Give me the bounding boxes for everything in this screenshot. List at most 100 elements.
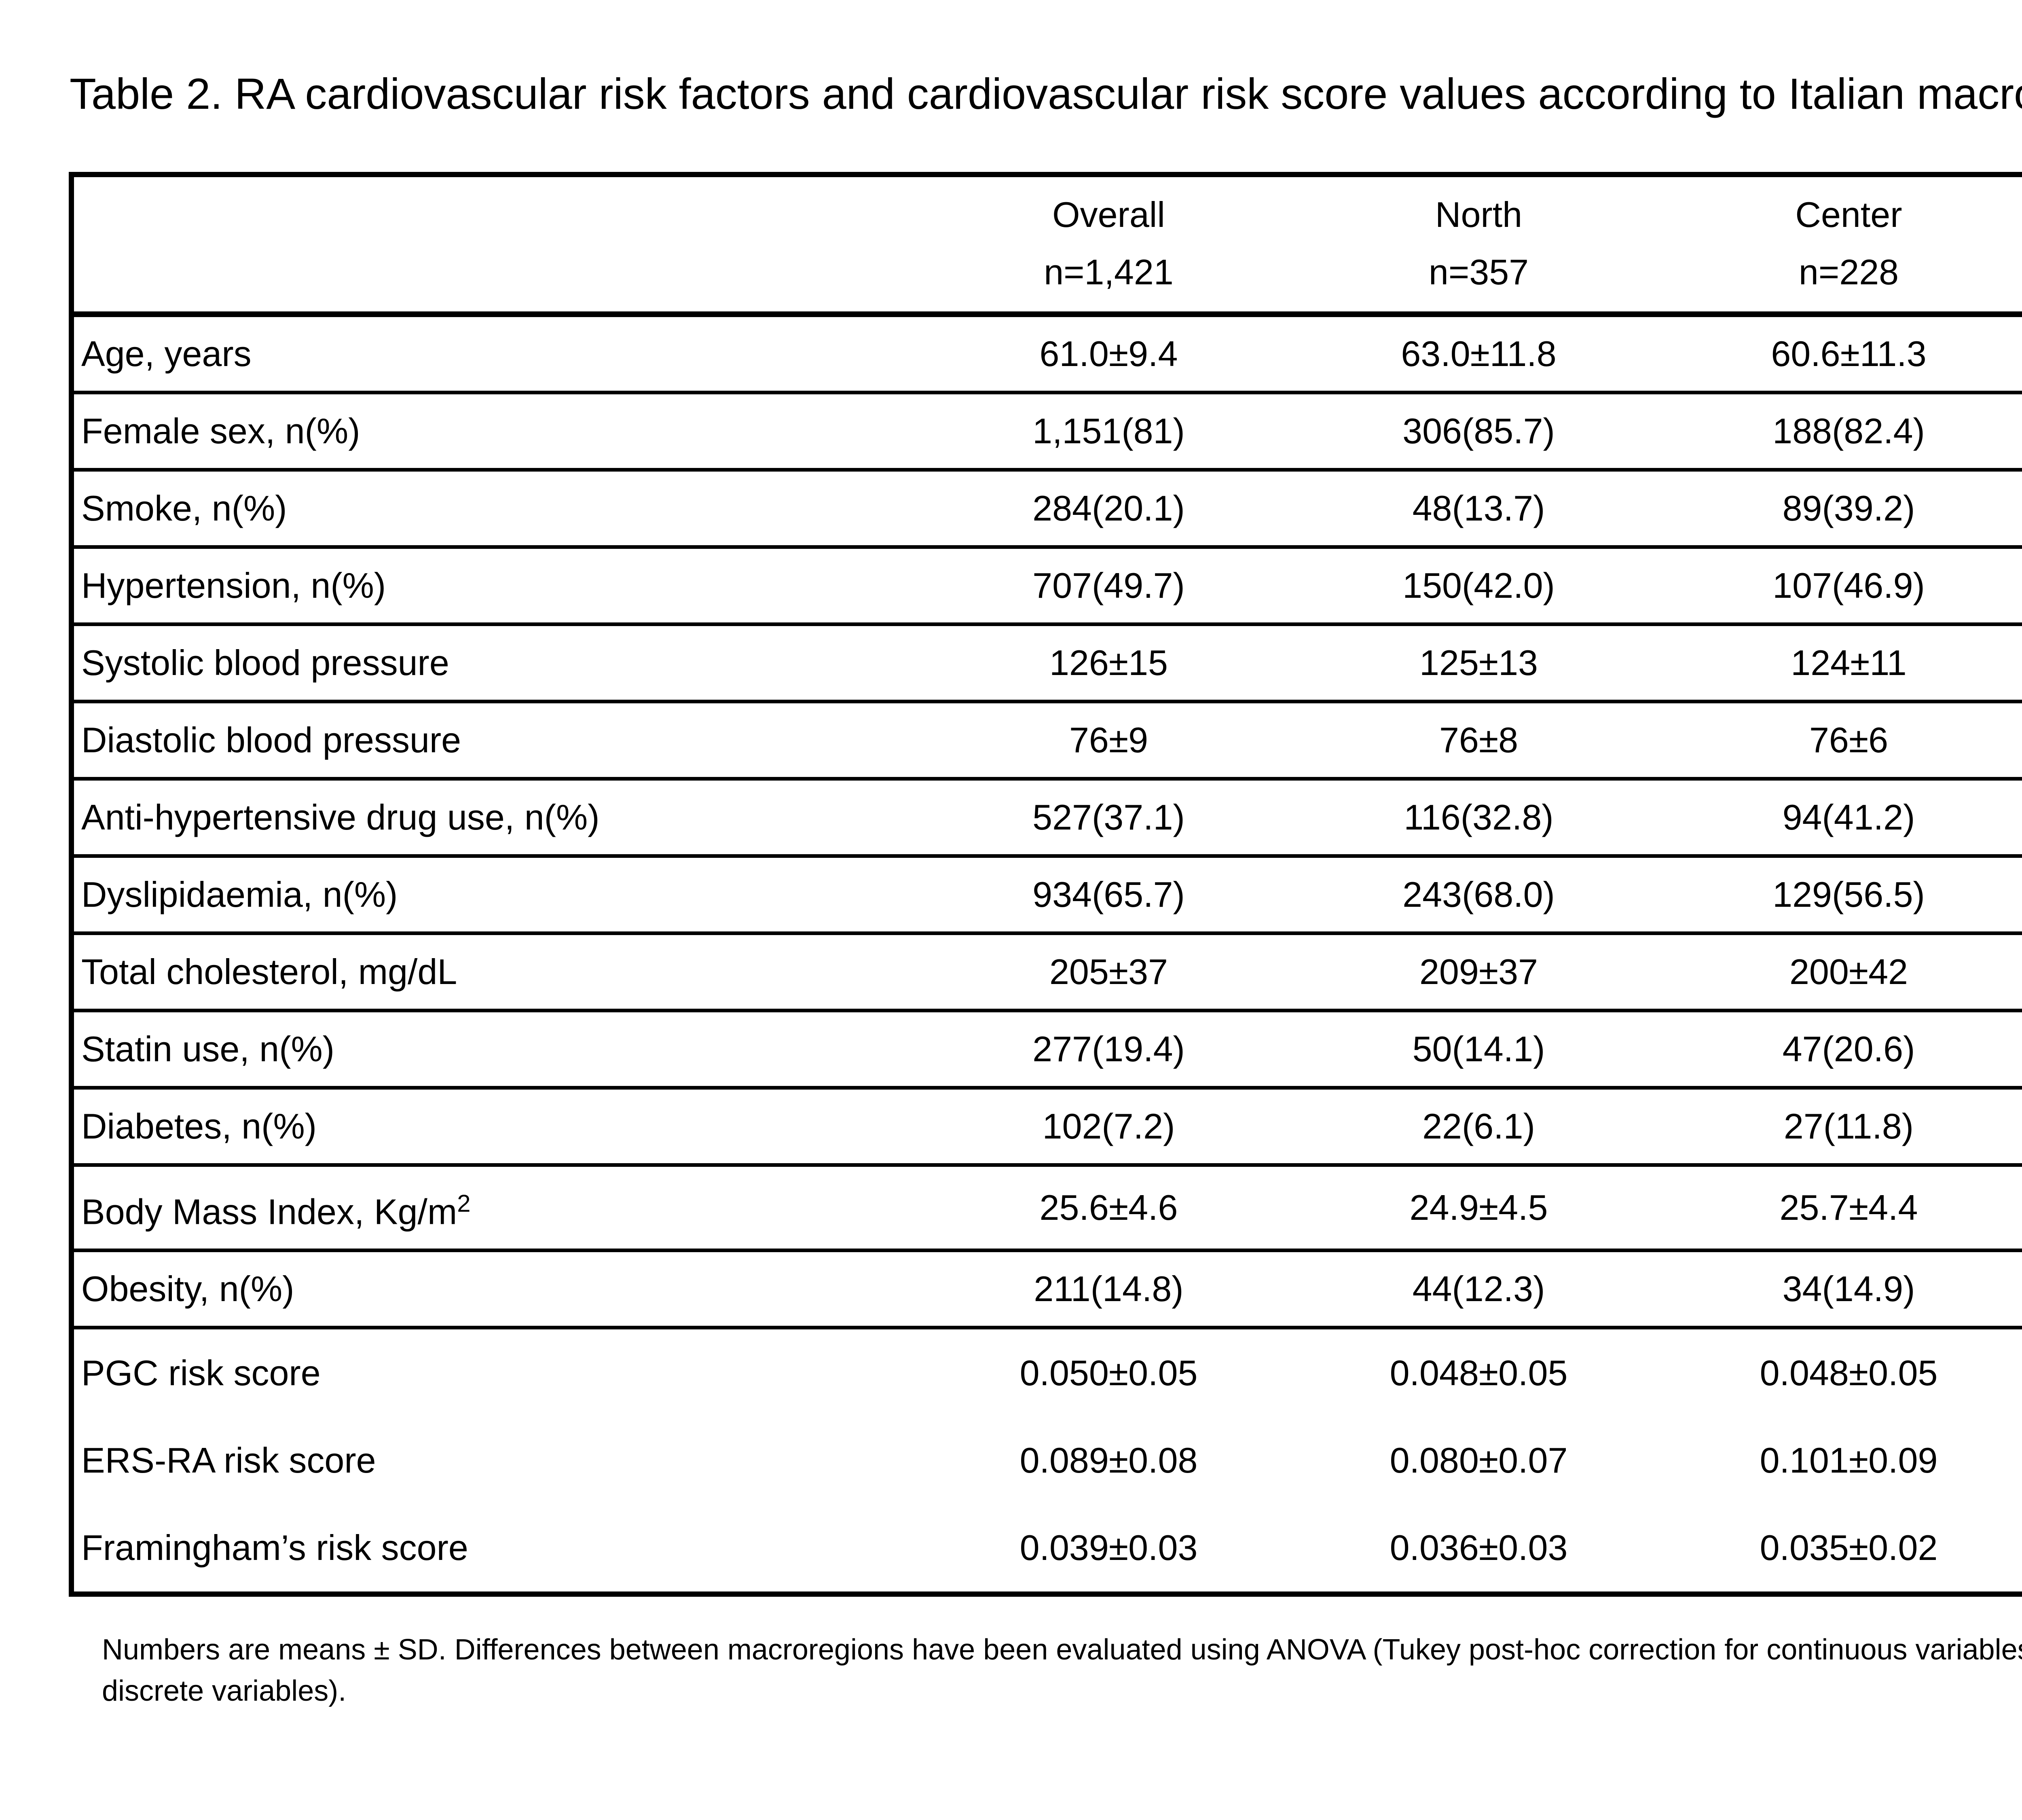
cell-north: 48(13.7) [1288,468,1669,547]
cell-center: 94(41.2) [1669,777,2022,856]
cell-north: 0.048±0.05 [1288,1326,1669,1417]
cell-overall: 0.050±0.05 [929,1326,1289,1417]
cell-label: Dyslipidaemia, n(%) [71,854,929,933]
cell-center: 0.101±0.09 [1760,1440,1938,1481]
table-row-dyslipidaemia: Dyslipidaemia, n(%) 934(65.7) 243(68.0) … [71,854,2022,933]
cell-label: PGC risk score [71,1326,929,1417]
cell-label: Total cholesterol, mg/dL [71,931,929,1011]
table-row-statin-use: Statin use, n(%) 277(19.4) 50(14.1) 47(2… [71,1009,2022,1088]
table-row-total-cholesterol: Total cholesterol, mg/dL 205±37 209±37 2… [71,931,2022,1011]
table-row-diabetes: Diabetes, n(%) 102(7.2) 22(6.1) 27(11.8)… [71,1086,2022,1165]
bmi-label: Body Mass Index, Kg/m [81,1191,457,1232]
cell-north: 209±37 [1288,931,1669,1011]
header-overall-n: n=1,421 [1044,252,1174,292]
bmi-label-superscript: 2 [457,1190,471,1217]
cell-overall: 126±15 [929,622,1289,702]
cell-center: 25.7±4.4 [1669,1163,2022,1251]
cell-overall: 1,151(81) [929,391,1289,470]
cell-center: 124±11 [1669,622,2022,702]
cell-overall: 707(49.7) [929,545,1289,624]
cell-center: 200±42 [1669,931,2022,1011]
cell-north: 76±8 [1288,700,1669,779]
cell-north: 306(85.7) [1288,391,1669,470]
table-row-female-sex: Female sex, n(%) 1,151(81) 306(85.7) 188… [71,391,2022,470]
header-empty [71,174,929,317]
table-row-framingham-risk-score: Framingham’s risk score 0.039±0.03 0.036… [72,1504,2022,1594]
cell-overall: 25.6±4.6 [929,1163,1289,1251]
cell-overall: 102(7.2) [929,1086,1289,1165]
cell-overall: 76±9 [929,700,1289,779]
header-north: North n=357 [1288,174,1669,317]
cell-center: 0.035±0.02 [1760,1528,1938,1568]
cell-center: 188(82.4) [1669,391,2022,470]
cell-center: 76±6 [1669,700,2022,779]
table-header: Overall n=1,421 North n=357 Center n=228… [71,174,2022,317]
table-row-systolic-bp: Systolic blood pressure 126±15 125±13 12… [71,622,2022,702]
cell-center: 60.6±11.3 [1669,312,2022,393]
table-title: Table 2. RA cardiovascular risk factors … [70,69,2022,118]
header-row: Overall n=1,421 North n=357 Center n=228… [71,174,2022,317]
footnote-line-2: discrete variables). [102,1675,347,1707]
cell-north: 0.080±0.07 [1390,1440,1568,1481]
cell-overall: 527(37.1) [929,777,1289,856]
header-center: Center n=228 [1669,174,2022,317]
cell-overall: 0.039±0.03 [1019,1528,1198,1568]
data-table: Overall n=1,421 North n=357 Center n=228… [69,172,2022,1597]
table-row-antihypertensive: Anti-hypertensive drug use, n(%) 527(37.… [71,777,2022,856]
cell-label: Systolic blood pressure [71,622,929,702]
header-overall-label: Overall [1052,195,1165,235]
table-row-hypertension: Hypertension, n(%) 707(49.7) 150(42.0) 1… [71,545,2022,624]
cell-center: 129(56.5) [1669,854,2022,933]
table-footnote: Numbers are means ± SD. Differences betw… [102,1629,2022,1712]
cell-label: Framingham’s risk score [81,1528,468,1568]
cell-overall: 211(14.8) [929,1249,1289,1328]
footnote-line-1: Numbers are means ± SD. Differences betw… [102,1634,2022,1666]
table-row-obesity: Obesity, n(%) 211(14.8) 44(12.3) 34(14.9… [71,1249,2022,1328]
cell-north: 22(6.1) [1288,1086,1669,1165]
table-body: Age, years 61.0±9.4 63.0±11.8 60.6±11.3 … [71,312,2022,1594]
header-overall: Overall n=1,421 [929,174,1289,317]
cell-overall: 205±37 [929,931,1289,1011]
cell-north: 63.0±11.8 [1288,312,1669,393]
cell-label: Body Mass Index, Kg/m2 [71,1163,929,1251]
table-row-diastolic-bp: Diastolic blood pressure 76±9 76±8 76±6 … [71,700,2022,779]
cell-overall: 0.089±0.08 [1019,1440,1198,1481]
table-row-ersra-risk-score: ERS-RA risk score 0.089±0.08 0.080±0.07 … [72,1417,2022,1504]
header-center-label: Center [1795,195,1902,235]
cell-north: 0.036±0.03 [1390,1528,1568,1568]
cell-label: Obesity, n(%) [71,1249,929,1328]
cell-label: Diabetes, n(%) [71,1086,929,1165]
cell-north: 125±13 [1288,622,1669,702]
cell-center: 47(20.6) [1669,1009,2022,1088]
cell-center: 89(39.2) [1669,468,2022,547]
header-north-label: North [1435,195,1523,235]
cell-label: Age, years [71,312,929,393]
cell-label: Smoke, n(%) [71,468,929,547]
cell-label: Hypertension, n(%) [71,545,929,624]
table-row-age: Age, years 61.0±9.4 63.0±11.8 60.6±11.3 … [71,312,2022,393]
cell-label: Statin use, n(%) [71,1009,929,1088]
table-row-bmi: Body Mass Index, Kg/m2 25.6±4.6 24.9±4.5… [71,1163,2022,1251]
cell-label: Anti-hypertensive drug use, n(%) [71,777,929,856]
cell-north: 243(68.0) [1288,854,1669,933]
table-row-smoke: Smoke, n(%) 284(20.1) 48(13.7) 89(39.2) … [71,468,2022,547]
cell-overall: 934(65.7) [929,854,1289,933]
cell-center: 0.048±0.05 [1669,1326,2022,1417]
cell-label: Diastolic blood pressure [71,700,929,779]
cell-north: 24.9±4.5 [1288,1163,1669,1251]
cell-label: ERS-RA risk score [81,1440,376,1481]
cell-overall: 61.0±9.4 [929,312,1289,393]
header-north-n: n=357 [1428,252,1529,292]
table-row-pgc-risk-score: PGC risk score 0.050±0.05 0.048±0.05 0.0… [71,1326,2022,1417]
cell-overall: 284(20.1) [929,468,1289,547]
cell-label: Female sex, n(%) [71,391,929,470]
cell-north: 50(14.1) [1288,1009,1669,1088]
header-center-n: n=228 [1798,252,1899,292]
cell-north: 116(32.8) [1288,777,1669,856]
cell-overall: 277(19.4) [929,1009,1289,1088]
cell-north: 44(12.3) [1288,1249,1669,1328]
cell-center: 107(46.9) [1669,545,2022,624]
cell-center: 34(14.9) [1669,1249,2022,1328]
cell-north: 150(42.0) [1288,545,1669,624]
